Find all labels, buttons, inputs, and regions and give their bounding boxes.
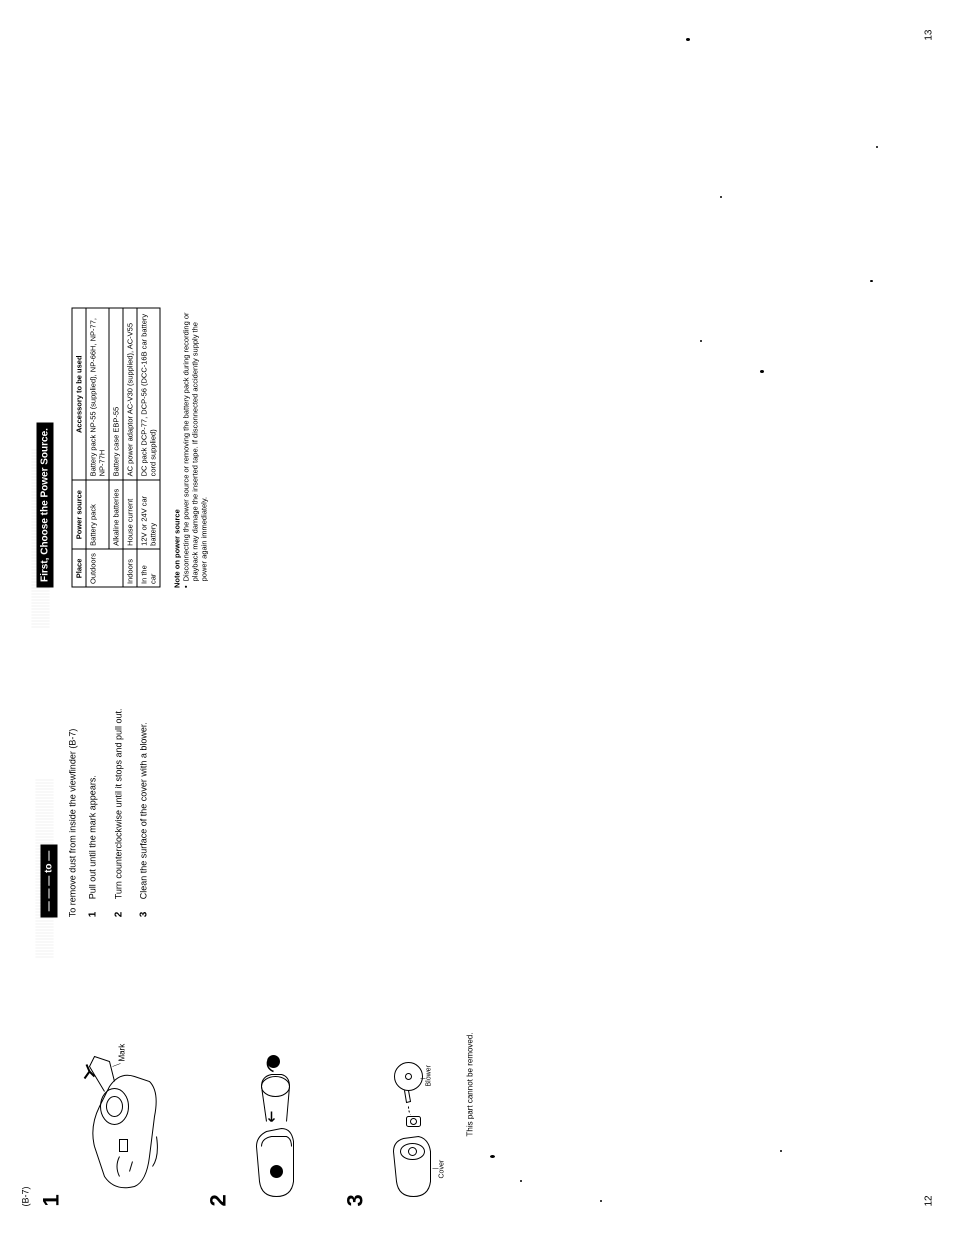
svg-text:2: 2 [272, 1061, 279, 1065]
cell-place-2: Indoors [123, 549, 137, 587]
camcorder-drawing: Mark [65, 1037, 185, 1207]
illus3-note: This part cannot be removed. [466, 937, 475, 1136]
cell-place-3: In the car [137, 549, 160, 587]
th-place: Place [72, 549, 86, 587]
step-1-text: Pull out until the mark appears. [88, 775, 100, 899]
power-table-wrap: Place Power source Accessory to be used … [72, 30, 161, 589]
illustration-3: 3 Cover [343, 937, 475, 1206]
cell-acc-0: Battery pack NP-55 (supplied), NP-66H, N… [86, 309, 109, 480]
page-number-right: 13 [924, 30, 935, 41]
table-row: Outdoors Battery pack Battery pack NP-55… [86, 309, 109, 588]
cell-acc-1: Battery case EBP-55 [109, 309, 123, 480]
note-text: Disconnecting the power source or removi… [182, 308, 209, 581]
bullet-mark: • [182, 585, 209, 588]
cover-label-text: Cover [439, 1159, 446, 1178]
step-2-num: 2 [113, 907, 124, 917]
step-3-number: 3 [343, 937, 369, 1206]
left-page: (B-7) 1 [1, 618, 954, 1237]
cell-source-1: Alkaline batteries [109, 480, 123, 549]
step-1-num: 1 [88, 907, 99, 917]
cell-source-2: House current [123, 480, 137, 549]
note-block: Note on power source • Disconnecting the… [173, 308, 209, 588]
note-bullet: • Disconnecting the power source or remo… [182, 308, 209, 588]
step-1-row: 1 Pull out until the mark appears. [88, 648, 100, 917]
blower-label-text: Blower [426, 1064, 433, 1086]
th-source: Power source [72, 480, 86, 549]
note-title: Note on power source [173, 308, 182, 588]
table-row: Alkaline batteries Battery case EBP-55 [109, 309, 123, 588]
cell-source-0: Battery pack [86, 480, 109, 549]
step-3-num: 3 [139, 907, 150, 917]
page-number-left: 12 [924, 1195, 935, 1206]
step-2-number: 2 [206, 937, 232, 1206]
power-source-table: Place Power source Accessory to be used … [72, 308, 161, 588]
step-1-number: 1 [39, 937, 65, 1206]
right-page: First, Choose the Power Source. Place Po… [1, 0, 954, 618]
illustration-2: 2 1 2 [206, 937, 327, 1206]
illustration-column: 1 [39, 937, 491, 1206]
rotated-spread: (B-7) 1 [1, 0, 954, 1237]
mark-label: Mark [118, 1043, 127, 1062]
intro-text: To remove dust from inside the viewfinde… [68, 648, 78, 917]
step-3-text: Clean the surface of the cover with a bl… [139, 722, 151, 899]
text-column: — — — to — To remove dust from inside th… [39, 648, 491, 917]
left-section-header: — — — to — [41, 845, 58, 918]
cell-place-0: Outdoors [86, 549, 123, 587]
cell-acc-3: DC pack DCP-77, DCP-56 (DCC-16B car batt… [137, 309, 160, 480]
step-2-text: Turn counterclockwise until it stops and… [113, 708, 125, 899]
ref-label: (B-7) [21, 648, 31, 1207]
table-row: In the car 12V or 24V car battery DC pac… [137, 309, 160, 588]
svg-text:1: 1 [275, 1170, 282, 1174]
table-row: Indoors House current AC power adaptor A… [123, 309, 137, 588]
cover-blower-drawing: Cover Blower [369, 1037, 459, 1207]
cell-acc-2: AC power adaptor AC-V30 (supplied), AC-V… [123, 309, 137, 480]
step-2-row: 2 Turn counterclockwise until it stops a… [113, 648, 125, 917]
illustration-1: 1 [39, 937, 190, 1206]
step-3-row: 3 Clean the surface of the cover with a … [139, 648, 151, 917]
cell-source-3: 12V or 24V car battery [137, 480, 160, 549]
right-section-header: First, Choose the Power Source. [37, 422, 54, 588]
th-accessory: Accessory to be used [72, 309, 86, 480]
eyepiece-drawing: 1 2 [232, 1037, 322, 1207]
left-columns: 1 [39, 648, 491, 1207]
